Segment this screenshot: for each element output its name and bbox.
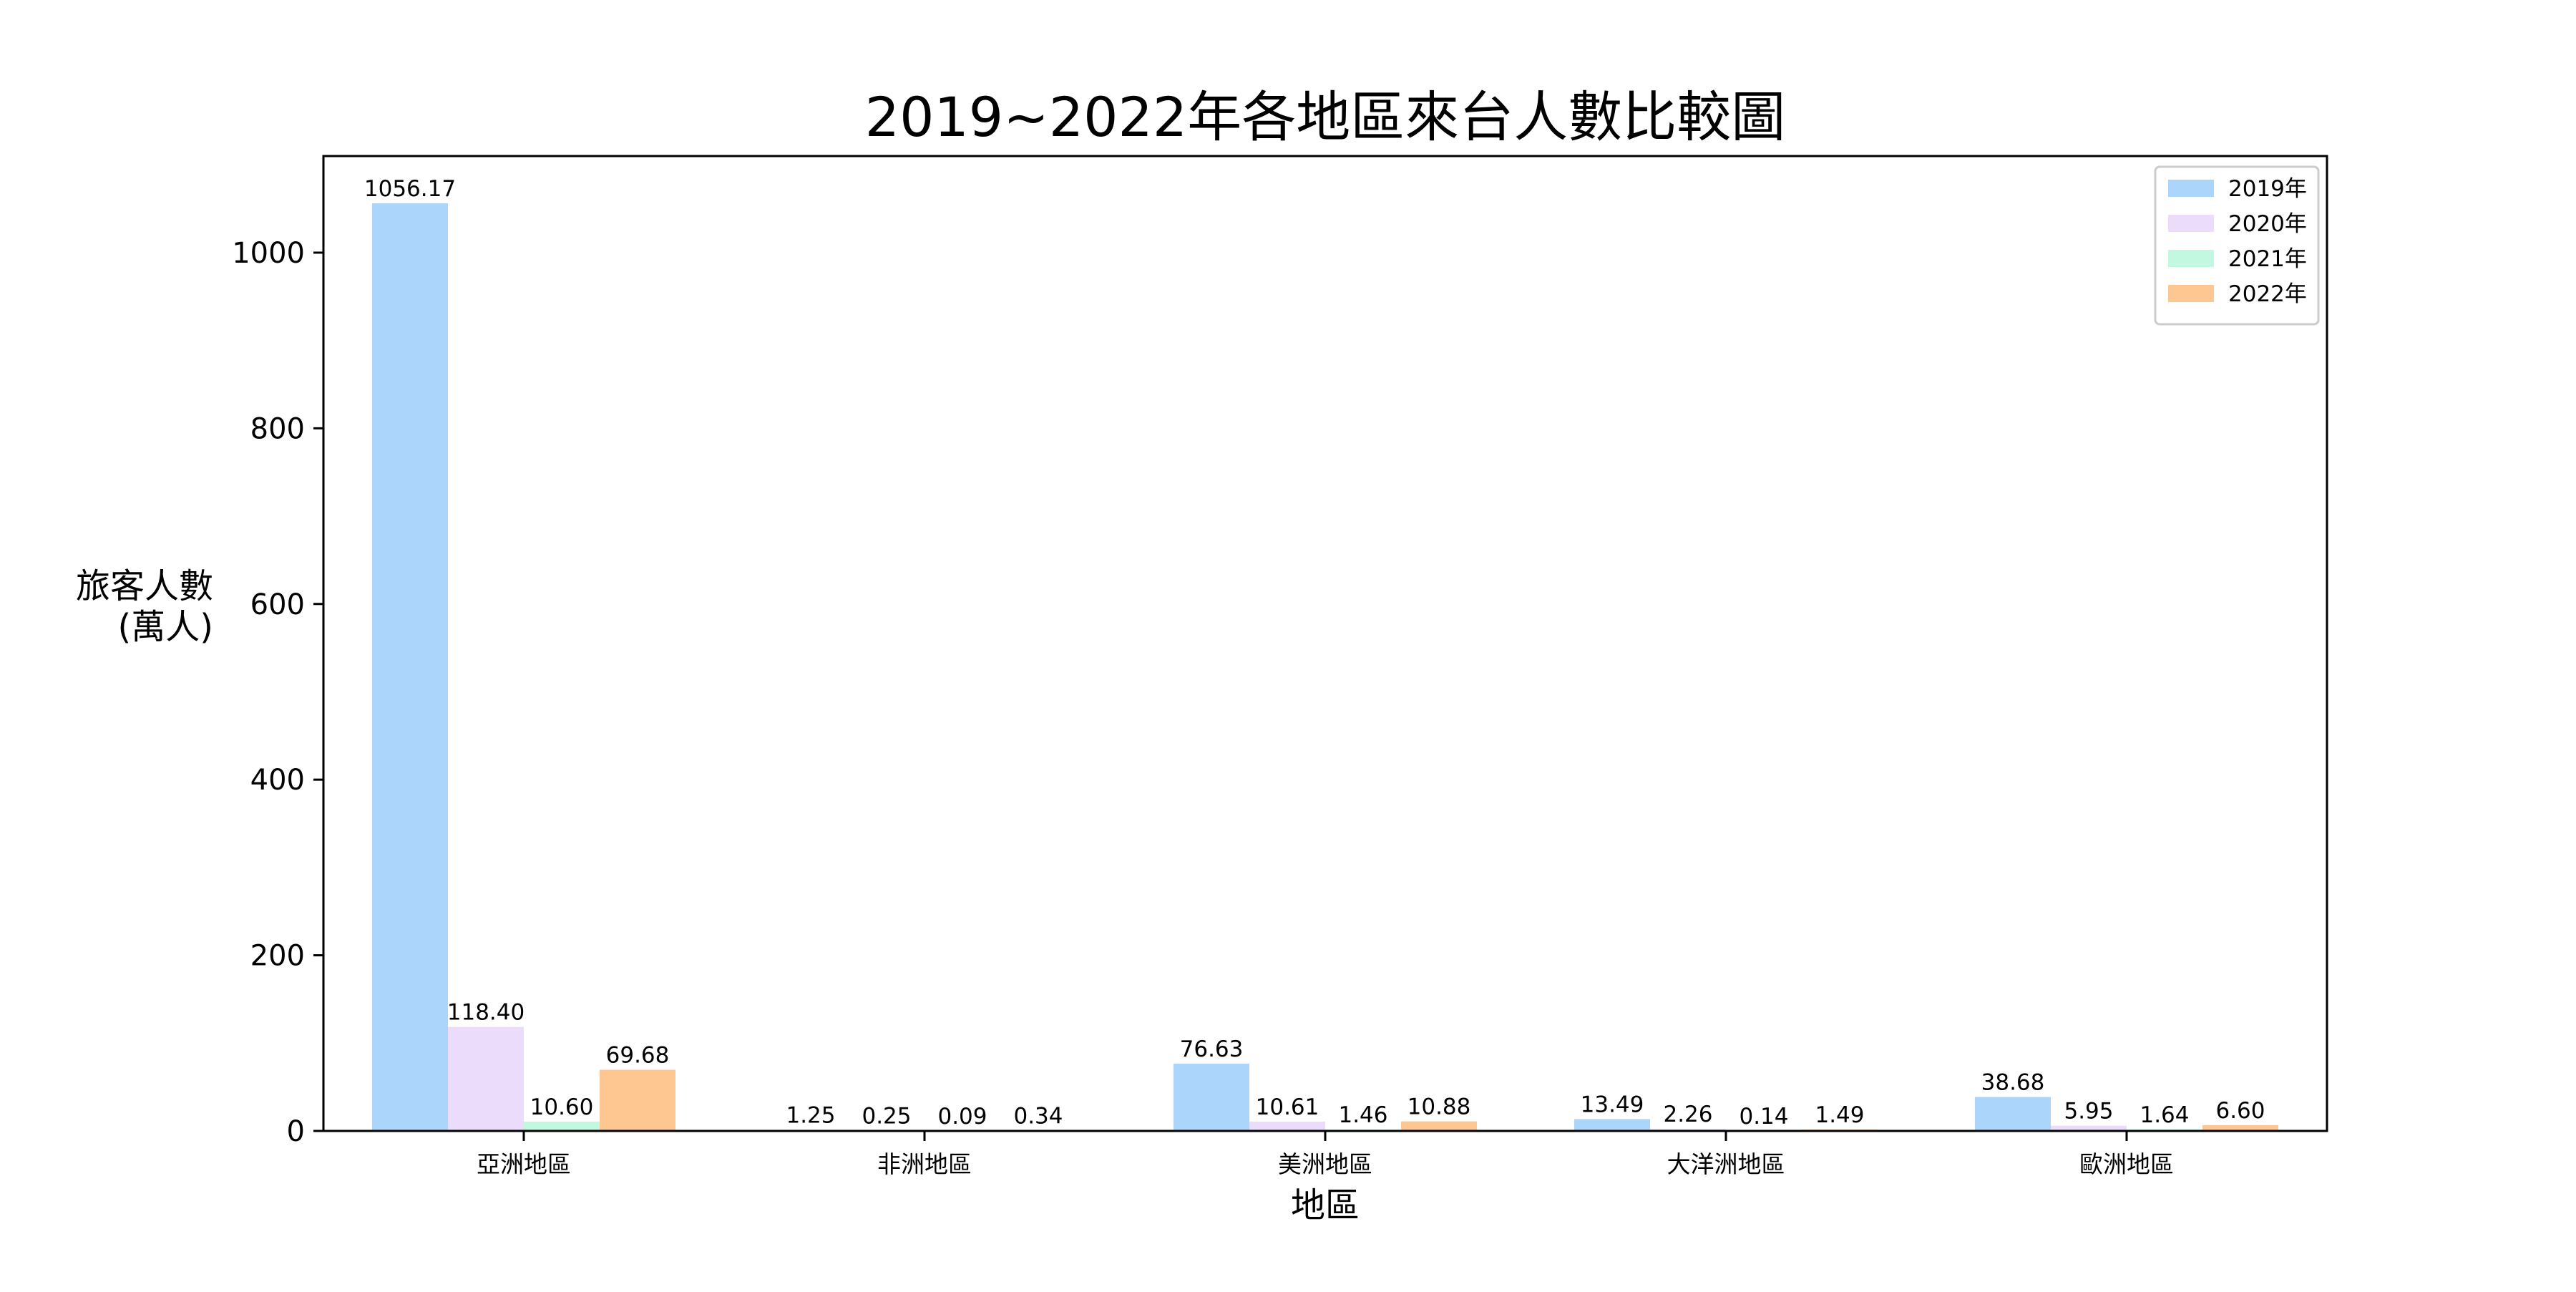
bar (600, 1070, 675, 1131)
x-tick-label: 亞洲地區 (477, 1150, 571, 1178)
y-tick-label: 200 (250, 940, 305, 973)
legend: 2019年 2020年 2021年 2022年 (2155, 167, 2318, 324)
y-tick-label: 1000 (232, 237, 305, 270)
legend-swatch (2168, 215, 2214, 232)
y-axis-label-line-1: 旅客人數 (76, 566, 213, 606)
bar-value-label: 10.88 (1407, 1094, 1471, 1120)
bar (448, 1027, 524, 1131)
bar-value-label: 0.14 (1739, 1104, 1788, 1130)
bar-value-label: 1.49 (1815, 1102, 1864, 1128)
bars-layer (372, 203, 2278, 1131)
bar-value-label: 0.34 (1013, 1104, 1063, 1130)
plot-frame (323, 156, 2327, 1131)
legend-label: 2021年 (2228, 246, 2307, 272)
bar-value-label: 0.09 (937, 1104, 987, 1130)
y-tick-label: 600 (250, 588, 305, 621)
x-axis-label: 地區 (1291, 1185, 1360, 1225)
legend-swatch (2168, 180, 2214, 197)
y-tick-label: 0 (287, 1115, 305, 1148)
chart-title: 2019~2022年各地區來台人數比較圖 (865, 85, 1786, 149)
bar-value-label: 1.25 (786, 1102, 835, 1128)
bar (1574, 1119, 1650, 1131)
legend-swatch (2168, 250, 2214, 267)
x-tick-label: 美洲地區 (1278, 1150, 1372, 1178)
bar-value-label: 69.68 (606, 1043, 670, 1069)
bar (1975, 1097, 2051, 1131)
bar-value-label: 1.64 (2140, 1102, 2189, 1128)
bar-value-label: 10.61 (1256, 1094, 1319, 1120)
bar (372, 203, 448, 1131)
bar-value-label: 118.40 (447, 1000, 525, 1026)
bar (1174, 1064, 1249, 1131)
bar (524, 1122, 600, 1131)
legend-swatch (2168, 285, 2214, 302)
bar-value-label: 1.46 (1338, 1102, 1387, 1128)
bar-value-label: 76.63 (1180, 1036, 1244, 1062)
y-tick-label: 400 (250, 764, 305, 797)
bar-value-label: 0.25 (862, 1104, 911, 1130)
bar (1401, 1122, 1477, 1131)
bar-value-label: 13.49 (1581, 1092, 1644, 1117)
bar-value-label: 1056.17 (364, 176, 456, 202)
legend-label: 2022年 (2228, 281, 2307, 307)
bar-value-label: 6.60 (2215, 1098, 2265, 1124)
bar-value-label: 38.68 (1981, 1070, 2045, 1096)
y-tick-label: 800 (250, 412, 305, 445)
bar-labels-layer: 1056.17 1.25 76.63 13.49 38.68 118.40 0.25 10.6… (364, 176, 2265, 1130)
bar (1249, 1122, 1325, 1131)
axes-layer: 0 200 400 600 800 1000 亞洲地區 非洲地區 美洲地區 大洋洲地區 歐洲地區 (232, 156, 2327, 1178)
bar-value-label: 5.95 (2064, 1099, 2113, 1125)
bar-value-label: 10.60 (530, 1094, 594, 1120)
x-tick-label: 歐洲地區 (2079, 1150, 2174, 1178)
x-tick-label: 非洲地區 (877, 1150, 972, 1178)
x-tick-label: 大洋洲地區 (1667, 1150, 1785, 1178)
bar-value-label: 2.26 (1663, 1102, 1712, 1127)
legend-label: 2020年 (2228, 211, 2307, 237)
y-axis-label-line-2: (萬人) (118, 607, 213, 647)
legend-label: 2019年 (2228, 176, 2307, 202)
